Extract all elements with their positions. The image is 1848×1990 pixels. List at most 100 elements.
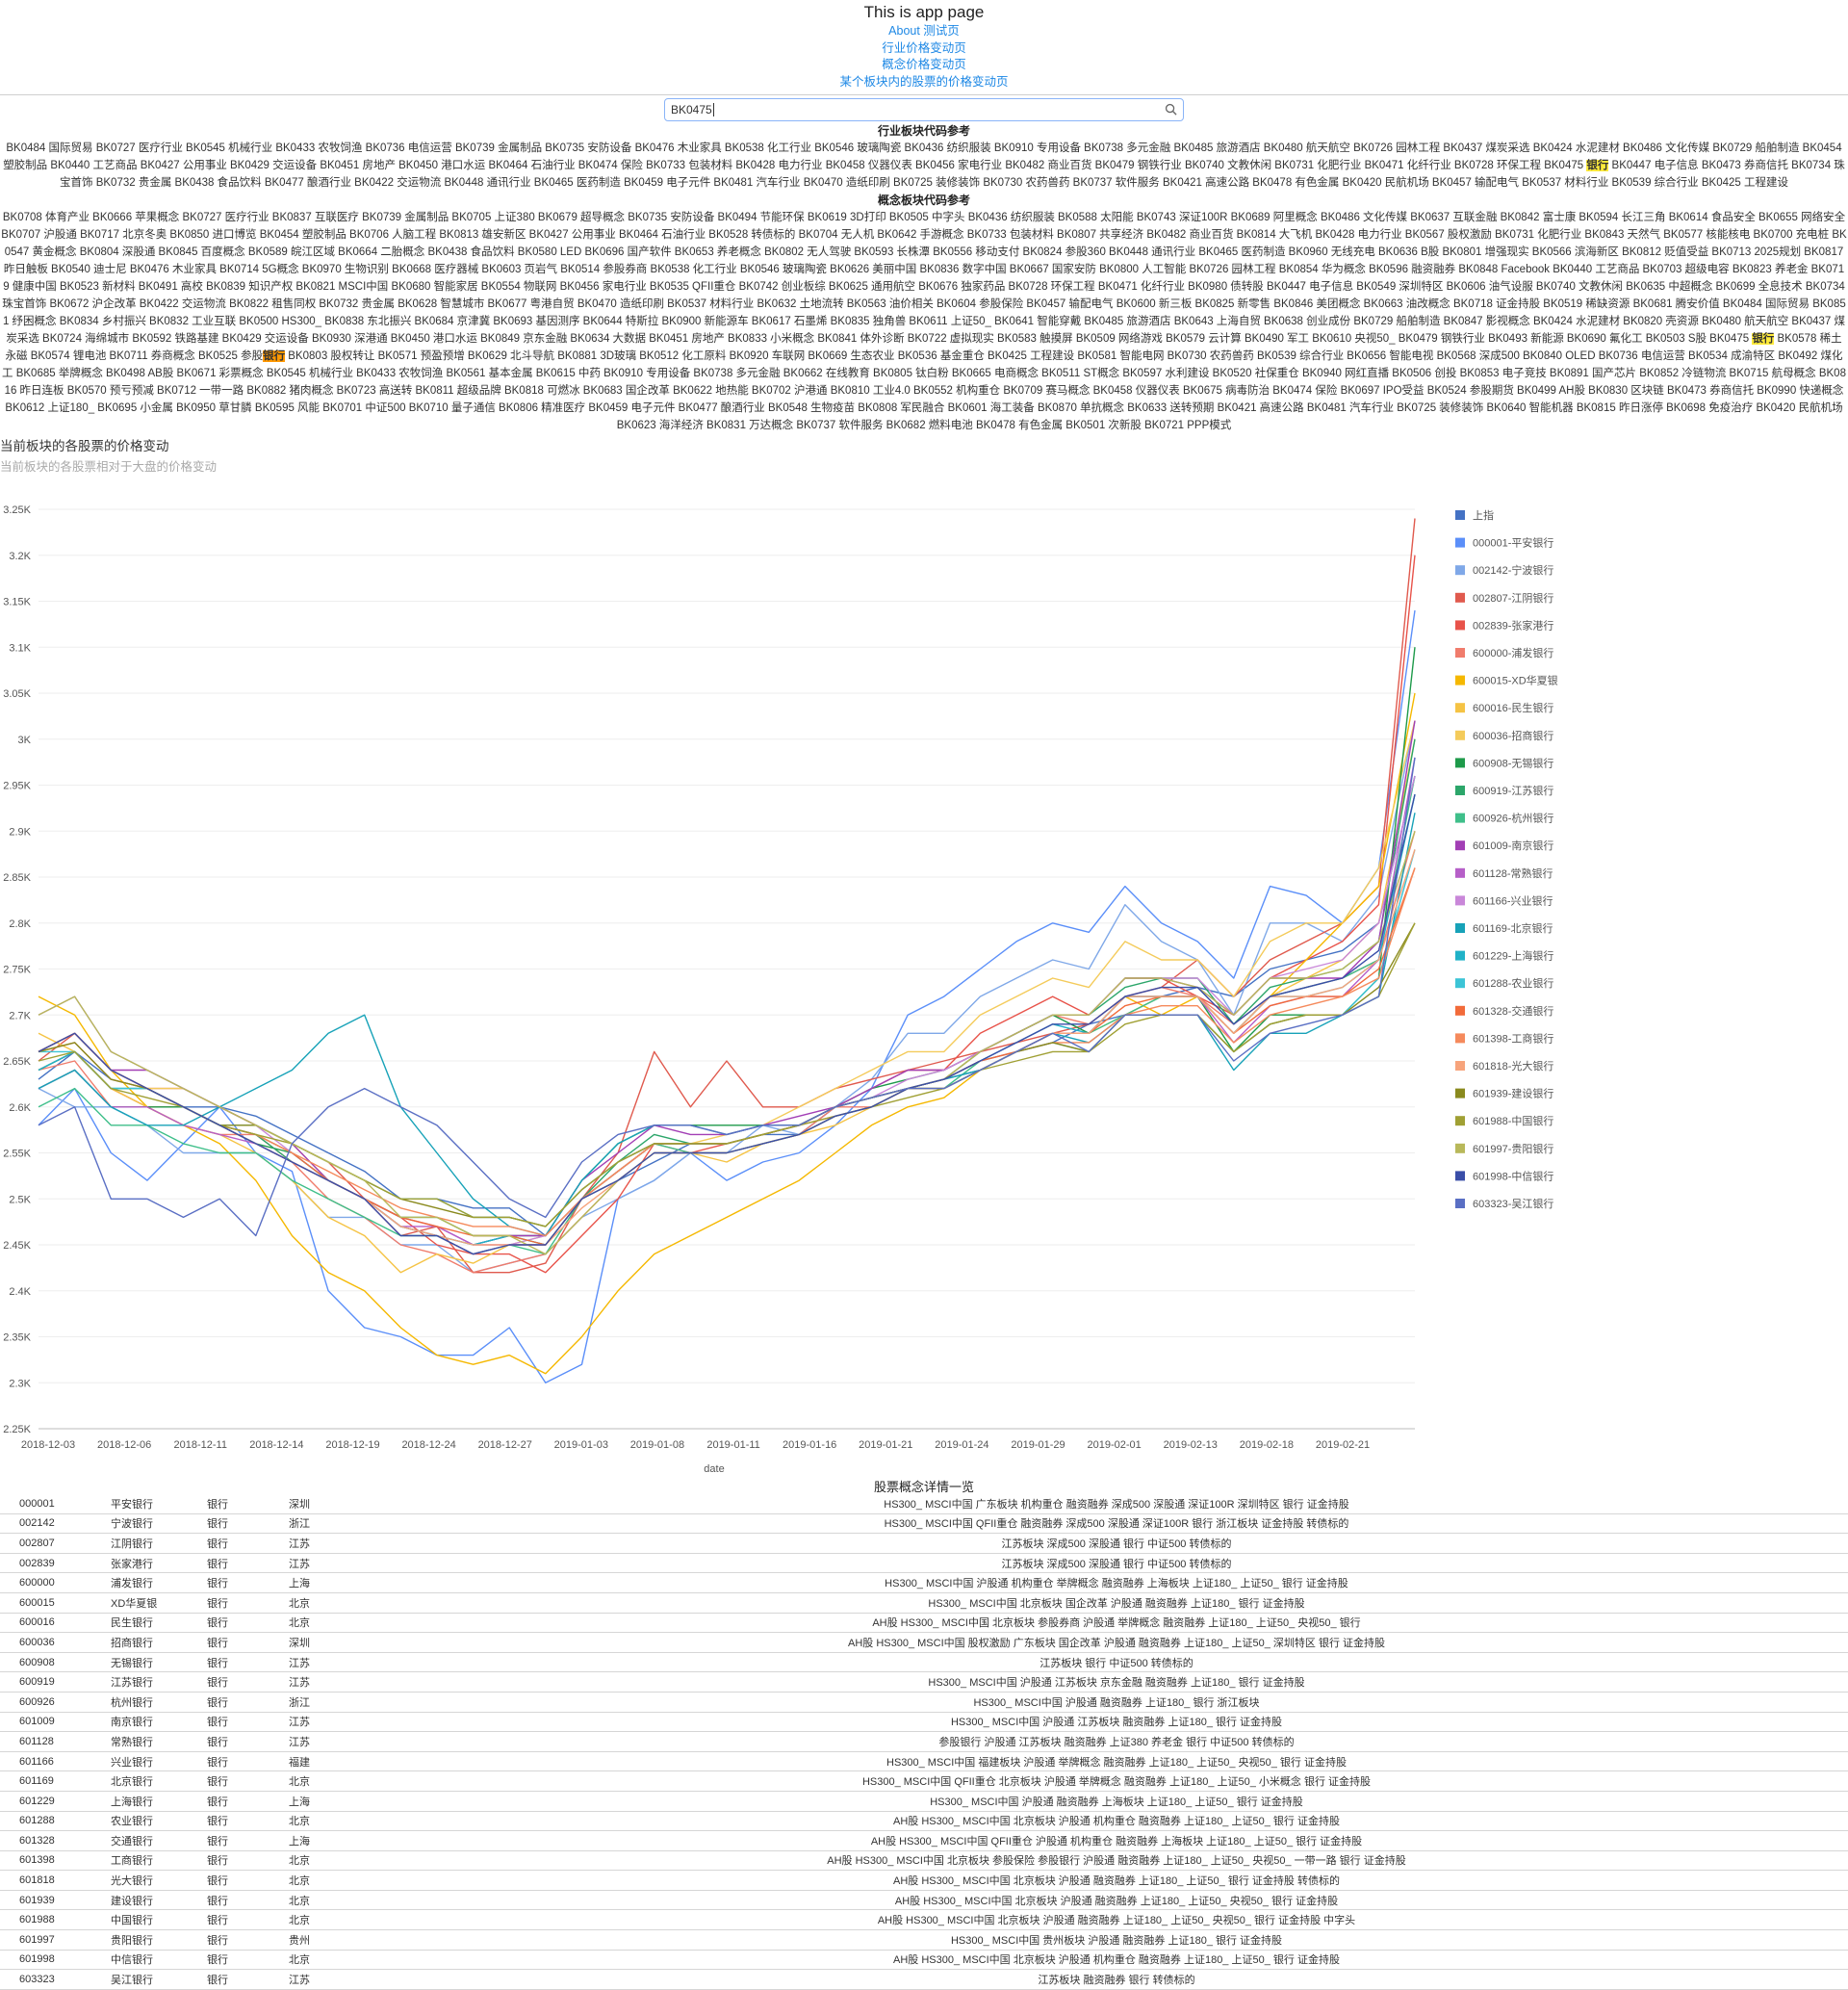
x-tick-label: 2018-12-06 (97, 1439, 151, 1451)
series-line (38, 757, 1416, 1237)
region-cell: 浙江 (289, 1513, 385, 1535)
stock-name-cell: XD华夏银 (111, 1592, 207, 1614)
legend-swatch (1455, 950, 1465, 961)
region-cell: 北京 (289, 1592, 385, 1614)
table-row: 002807 江阴银行 银行 江苏 江苏板块 深成500 深股通 银行 中证500 转债… (0, 1533, 1848, 1554)
x-tick-label: 2019-01-16 (783, 1439, 836, 1451)
legend-swatch (1455, 537, 1465, 548)
legend-label: 600000-浦发银行 (1473, 646, 1553, 659)
industry-cell: 银行 (207, 1850, 289, 1872)
x-tick-label: 2019-01-24 (935, 1439, 988, 1451)
region-cell: 北京 (289, 1811, 385, 1832)
industry-cell: 银行 (207, 1671, 289, 1693)
stock-name-cell: 浦发银行 (111, 1572, 207, 1593)
industry-cell: 银行 (207, 1751, 289, 1772)
industry-cell: 银行 (207, 1553, 289, 1574)
table-row: 601939 建设银行 银行 北京 AH股 HS300_ MSCI中国 北京板块 沪股通… (0, 1890, 1848, 1911)
table-row: 000001 平安银行 银行 深圳 HS300_ MSCI中国 广东板块 机构重仓 融资… (0, 1494, 1848, 1514)
stock-code-cell: 601998 (0, 1950, 111, 1971)
x-tick-label: 2019-02-01 (1088, 1439, 1142, 1451)
concept-code-text: BK0708 体育产业 BK0666 苹果概念 BK0727 医疗行业 BK08… (1, 212, 1847, 345)
legend-label: 600015-XD华夏银 (1473, 674, 1558, 687)
concepts-cell: 江苏板块 深成500 深股通 银行 中证500 转债标的 (385, 1533, 1848, 1554)
stock-concept-table: 000001 平安银行 银行 深圳 HS300_ MSCI中国 广东板块 机构重仓 融资… (0, 1494, 1848, 1990)
industry-codes-list: BK0484 国际贸易 BK0727 医疗行业 BK0545 机械行业 BK04… (0, 140, 1848, 192)
y-tick-label: 2.9K (9, 826, 31, 838)
concept-code-text: BK0578 稀土永磁 BK0574 锂电池 BK0711 券商概念 BK052… (5, 333, 1842, 362)
series-line (38, 518, 1416, 1274)
y-tick-label: 2.55K (3, 1149, 31, 1160)
x-tick-label: 2018-12-11 (174, 1439, 227, 1451)
table-row: 600036 招商银行 银行 深圳 AH股 HS300_ MSCI中国 股权激励 广东板… (0, 1632, 1848, 1653)
search-icon[interactable] (1165, 103, 1177, 116)
stock-name-cell: 招商银行 (111, 1632, 207, 1653)
stock-name-cell: 江苏银行 (111, 1671, 207, 1693)
table-row: 600000 浦发银行 银行 上海 HS300_ MSCI中国 沪股通 机构重仓 举牌概… (0, 1572, 1848, 1593)
y-tick-label: 2.25K (3, 1424, 31, 1435)
table-row: 600926 杭州银行 银行 浙江 HS300_ MSCI中国 沪股通 融资融券 上证1… (0, 1692, 1848, 1713)
legend-label: 601328-交通银行 (1473, 1004, 1553, 1018)
concepts-cell: HS300_ MSCI中国 沪股通 机构重仓 举牌概念 融资融券 上海板块 上证… (385, 1572, 1848, 1593)
region-cell: 北京 (289, 1850, 385, 1872)
concepts-cell: 江苏板块 深成500 深股通 银行 中证500 转债标的 (385, 1553, 1848, 1574)
chart-subheading: 当前板块的各股票相对于大盘的价格变动 (0, 460, 218, 474)
legend-label: 上指 (1473, 508, 1494, 522)
concepts-cell: AH股 HS300_ MSCI中国 北京板块 沪股通 融资融券 上证180_ 上… (385, 1909, 1848, 1931)
table-row: 601166 兴业银行 银行 福建 HS300_ MSCI中国 福建板块 沪股通 举牌概… (0, 1751, 1848, 1772)
nav-link-about[interactable]: About 测试页 (888, 24, 960, 38)
region-cell: 江苏 (289, 1969, 385, 1990)
legend-swatch (1455, 1061, 1465, 1071)
stock-code-cell: 601398 (0, 1850, 111, 1872)
stock-code-cell: 601166 (0, 1751, 111, 1772)
table-row: 601328 交通银行 银行 上海 AH股 HS300_ MSCI中国 QFII重仓 沪… (0, 1830, 1848, 1851)
x-tick-label: 2019-01-08 (630, 1439, 684, 1451)
legend-swatch (1455, 840, 1465, 851)
nav-link-industry[interactable]: 行业价格变动页 (882, 40, 966, 55)
stock-name-cell: 吴江银行 (111, 1969, 207, 1990)
industry-cell: 银行 (207, 1811, 289, 1832)
stock-code-cell: 600015 (0, 1592, 111, 1614)
stock-code-cell: 601009 (0, 1712, 111, 1733)
industry-cell: 银行 (207, 1692, 289, 1713)
industry-cell: 银行 (207, 1830, 289, 1851)
industry-cell: 银行 (207, 1909, 289, 1931)
stock-name-cell: 兴业银行 (111, 1751, 207, 1772)
legend-label: 601998-中信银行 (1473, 1169, 1553, 1182)
nav-link-concept[interactable]: 概念价格变动页 (882, 58, 966, 71)
y-tick-label: 2.6K (9, 1102, 31, 1114)
legend-label: 601166-兴业银行 (1473, 893, 1553, 907)
table-row: 601229 上海银行 银行 上海 HS300_ MSCI中国 沪股通 融资融券 上海板… (0, 1791, 1848, 1812)
stock-code-cell: 600919 (0, 1671, 111, 1693)
x-tick-label: 2019-01-03 (554, 1439, 608, 1451)
stock-name-cell: 中国银行 (111, 1909, 207, 1931)
x-tick-label: 2019-01-29 (1011, 1439, 1065, 1451)
industry-cell: 银行 (207, 1712, 289, 1733)
legend-swatch (1455, 1088, 1465, 1098)
region-cell: 上海 (289, 1791, 385, 1812)
region-cell: 江苏 (289, 1652, 385, 1673)
series-line (38, 775, 1416, 1237)
series-line (38, 609, 1416, 1383)
series-line (38, 720, 1416, 1246)
search-input[interactable]: BK0475 (664, 98, 1184, 121)
legend-swatch (1455, 620, 1465, 631)
series-line (38, 555, 1416, 1274)
industry-code-text: BK0447 电子信息 BK0473 券商信托 BK0734 珠宝首饰 BK07… (60, 160, 1845, 189)
legend-label: 002807-江阴银行 (1473, 591, 1553, 605)
stock-code-cell: 601169 (0, 1770, 111, 1792)
nav-link-sector-stocks[interactable]: 某个板块内的股票的价格变动页 (839, 74, 1009, 89)
industry-cell: 银行 (207, 1632, 289, 1653)
stock-code-cell: 002839 (0, 1553, 111, 1574)
series-line (38, 793, 1416, 1255)
legend-label: 600016-民生银行 (1473, 701, 1553, 714)
stock-code-cell: 601939 (0, 1890, 111, 1911)
legend-swatch (1455, 978, 1465, 989)
legend-label: 002142-宁波银行 (1473, 563, 1553, 577)
y-tick-label: 2.75K (3, 965, 31, 976)
concept-codes-section: 概念板块代码参考 BK0708 体育产业 BK0666 苹果概念 BK0727 … (0, 193, 1848, 434)
legend-swatch (1455, 758, 1465, 768)
concepts-cell: HS300_ MSCI中国 沪股通 江苏板块 京东金融 融资融券 上证180_ … (385, 1671, 1848, 1693)
legend-swatch (1455, 1033, 1465, 1044)
region-cell: 上海 (289, 1830, 385, 1851)
table-title: 股票概念详情一览 (873, 1480, 974, 1494)
